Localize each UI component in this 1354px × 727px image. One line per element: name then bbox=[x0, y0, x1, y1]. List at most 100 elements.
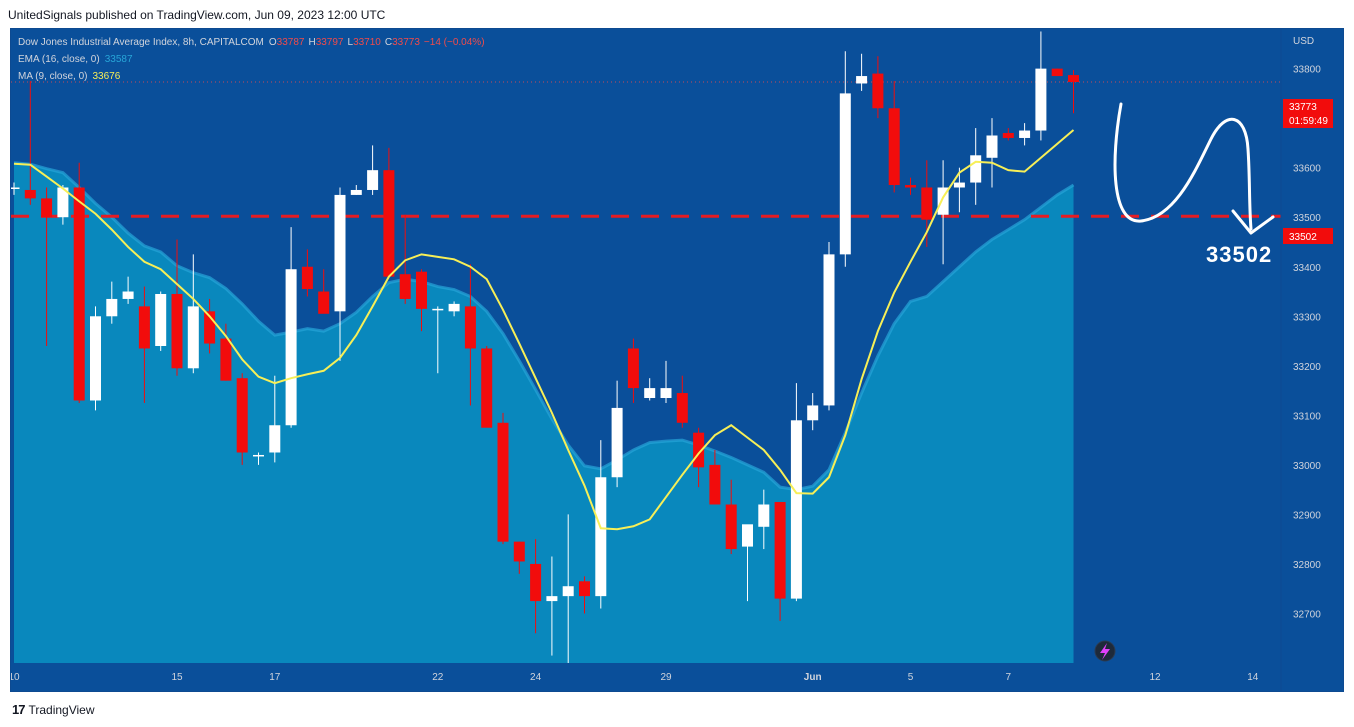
time-tick-label: 10 bbox=[11, 672, 20, 683]
ema-area bbox=[14, 162, 1074, 663]
time-tick-label: 17 bbox=[269, 672, 281, 683]
price-tick-label: 33200 bbox=[1293, 362, 1321, 373]
time-tick-label: Jun bbox=[804, 672, 822, 683]
last-price-value: 33773 bbox=[1289, 102, 1317, 113]
publish-info: UnitedSignals published on TradingView.c… bbox=[8, 8, 386, 22]
candle-bear bbox=[709, 464, 721, 505]
candle-bear bbox=[627, 348, 639, 389]
candle-bull bbox=[660, 388, 672, 399]
candle-bear bbox=[693, 432, 705, 468]
currency-label: USD bbox=[1293, 36, 1314, 47]
candle-bull bbox=[611, 407, 623, 478]
candle-bull bbox=[937, 187, 949, 215]
candle-bear bbox=[530, 563, 542, 602]
candle-bear bbox=[383, 170, 395, 277]
candle-bull bbox=[970, 155, 982, 183]
candle-bull bbox=[253, 454, 264, 457]
candle-bull bbox=[269, 425, 281, 453]
ma-line bbox=[13, 129, 1075, 531]
candle-bull bbox=[350, 189, 362, 195]
candle-bear bbox=[905, 185, 916, 188]
target-price-label: 33502 bbox=[1206, 242, 1272, 267]
candle-bull bbox=[90, 316, 101, 401]
candle-bull bbox=[823, 254, 835, 406]
candle-bull bbox=[155, 293, 167, 346]
time-tick-label: 7 bbox=[1006, 672, 1012, 683]
candle-bull bbox=[546, 596, 558, 602]
candle-bear bbox=[236, 378, 248, 453]
legend-ma[interactable]: MA (9, close, 0) 33676 bbox=[18, 71, 121, 82]
candle-bear bbox=[497, 422, 509, 542]
countdown-value: 01:59:49 bbox=[1289, 116, 1328, 127]
forecast-arrow bbox=[1113, 102, 1253, 231]
candle-bear bbox=[73, 187, 85, 401]
legend-ema[interactable]: EMA (16, close, 0) 33587 bbox=[18, 54, 133, 65]
candle-bull bbox=[187, 306, 199, 369]
candle-bull bbox=[1019, 130, 1031, 138]
candle-bear bbox=[481, 348, 493, 428]
candle-bull bbox=[106, 298, 118, 317]
candle-bull bbox=[367, 170, 379, 190]
candle-bull bbox=[562, 586, 574, 597]
price-tick-label: 33500 bbox=[1293, 213, 1321, 224]
time-tick-label: 15 bbox=[171, 672, 183, 683]
price-tick-label: 33000 bbox=[1293, 461, 1321, 472]
candle-bear bbox=[774, 502, 786, 599]
time-tick-label: 14 bbox=[1247, 672, 1259, 683]
candle-bear bbox=[318, 291, 330, 314]
candle-bull bbox=[839, 93, 851, 255]
candle-bear bbox=[676, 393, 688, 423]
price-tick-label: 32700 bbox=[1293, 609, 1321, 620]
candle-bull bbox=[334, 194, 346, 312]
candle-bear bbox=[220, 338, 232, 381]
candle-bull bbox=[8, 187, 20, 189]
candle-bear bbox=[1068, 75, 1079, 82]
lightning-icon[interactable] bbox=[1094, 640, 1116, 662]
price-tick-label: 33300 bbox=[1293, 312, 1321, 323]
candle-bear bbox=[1002, 133, 1014, 138]
candle-bull bbox=[644, 388, 656, 399]
candle-bear bbox=[138, 306, 150, 349]
price-tick-label: 33100 bbox=[1293, 411, 1321, 422]
forecast-arrow-head bbox=[1231, 209, 1275, 235]
candle-bull bbox=[856, 76, 868, 84]
time-tick-label: 29 bbox=[660, 672, 672, 683]
time-tick-label: 12 bbox=[1149, 672, 1161, 683]
candle-bear bbox=[204, 311, 216, 344]
candle-bear bbox=[399, 274, 411, 299]
candle-bull bbox=[432, 308, 444, 311]
last-price-badge bbox=[1283, 99, 1333, 128]
price-tick-label: 33400 bbox=[1293, 263, 1321, 274]
candle-bull bbox=[807, 405, 819, 421]
candle-bear bbox=[921, 187, 933, 220]
chart-panel[interactable]: 32700 32800 32900 33000 33100 33200 33300 33400… bbox=[8, 28, 1344, 692]
candle-bear bbox=[888, 108, 900, 186]
candle-bull bbox=[595, 477, 607, 597]
candle-bull bbox=[122, 291, 134, 299]
candle-bear bbox=[1051, 68, 1063, 77]
ema-line bbox=[13, 161, 1075, 492]
candle-bear bbox=[872, 73, 884, 109]
candle-bull bbox=[742, 524, 753, 547]
candle-bull bbox=[986, 135, 998, 158]
candle-bull bbox=[57, 187, 69, 218]
time-tick-label: 22 bbox=[432, 672, 444, 683]
candle-bear bbox=[464, 306, 476, 349]
candlestick-chart[interactable]: 32700 32800 32900 33000 33100 33200 33300 33400… bbox=[8, 29, 1343, 691]
candle-bull bbox=[953, 182, 965, 188]
candle-bear bbox=[24, 189, 36, 199]
candle-bear bbox=[513, 541, 525, 562]
tradingview-wordmark: TradingView bbox=[28, 702, 95, 717]
candle-bear bbox=[301, 266, 313, 290]
time-tick-label: 5 bbox=[908, 672, 914, 683]
price-tick-label: 32800 bbox=[1293, 560, 1321, 571]
time-tick-label: 24 bbox=[530, 672, 542, 683]
candle-bear bbox=[579, 581, 590, 597]
level-badge-value: 33502 bbox=[1289, 232, 1317, 243]
candle-bear bbox=[41, 198, 53, 218]
tradingview-footer: 17 TradingView bbox=[12, 702, 95, 717]
tradingview-logo-icon: 17 bbox=[12, 702, 26, 717]
candle-bull bbox=[758, 504, 770, 527]
price-tick-label: 33600 bbox=[1293, 164, 1321, 175]
candle-bull bbox=[285, 269, 297, 426]
